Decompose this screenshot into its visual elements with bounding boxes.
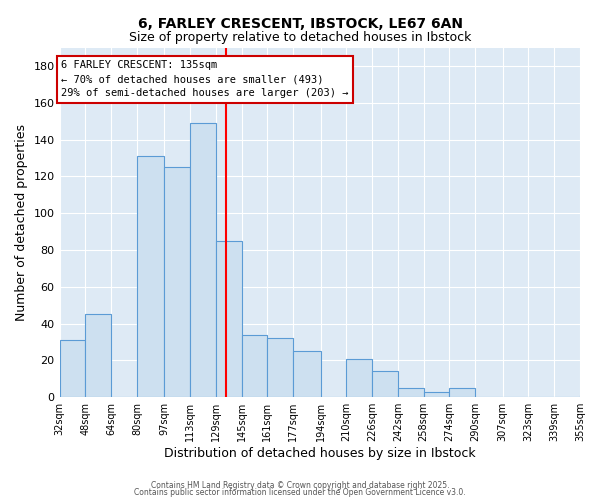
Bar — [216, 241, 242, 397]
Bar — [85, 314, 111, 397]
Bar — [190, 123, 216, 397]
Y-axis label: Number of detached properties: Number of detached properties — [15, 124, 28, 321]
Bar — [242, 334, 268, 397]
Bar — [372, 372, 398, 397]
Bar — [59, 340, 85, 397]
Text: Size of property relative to detached houses in Ibstock: Size of property relative to detached ho… — [129, 31, 471, 44]
Bar — [398, 388, 424, 397]
Bar — [449, 388, 475, 397]
Text: 6 FARLEY CRESCENT: 135sqm
← 70% of detached houses are smaller (493)
29% of semi: 6 FARLEY CRESCENT: 135sqm ← 70% of detac… — [61, 60, 349, 98]
Text: Contains public sector information licensed under the Open Government Licence v3: Contains public sector information licen… — [134, 488, 466, 497]
Bar — [424, 392, 449, 397]
Bar — [137, 156, 164, 397]
Bar — [164, 167, 190, 397]
Bar — [346, 358, 372, 397]
Text: Contains HM Land Registry data © Crown copyright and database right 2025.: Contains HM Land Registry data © Crown c… — [151, 480, 449, 490]
Bar — [268, 338, 293, 397]
Text: 6, FARLEY CRESCENT, IBSTOCK, LE67 6AN: 6, FARLEY CRESCENT, IBSTOCK, LE67 6AN — [137, 18, 463, 32]
Bar — [293, 351, 320, 397]
X-axis label: Distribution of detached houses by size in Ibstock: Distribution of detached houses by size … — [164, 447, 476, 460]
Bar — [580, 396, 600, 397]
